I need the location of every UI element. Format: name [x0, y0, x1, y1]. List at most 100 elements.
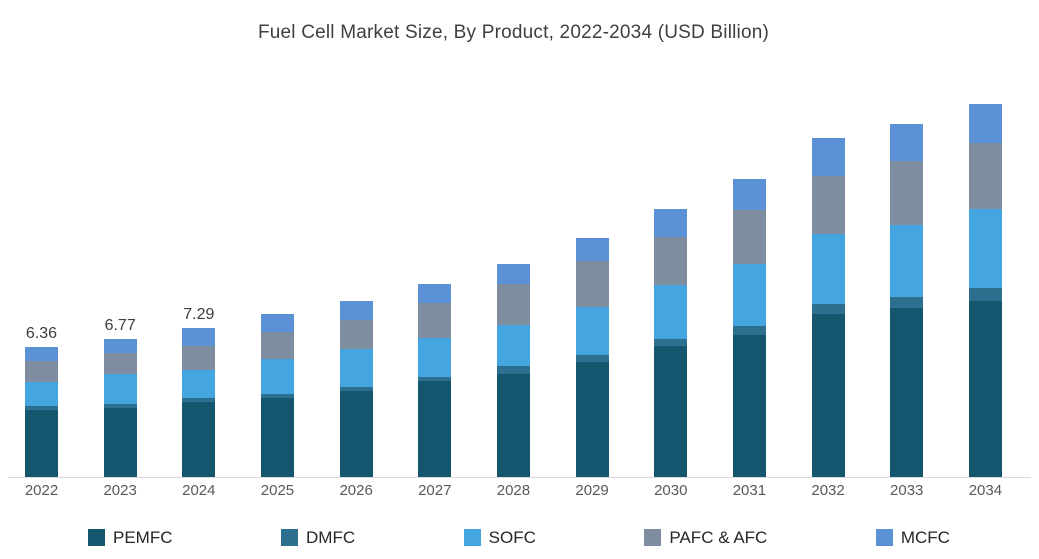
bar-segment-2030-pafc-afc — [654, 236, 688, 286]
bar-segment-2022-pemfc — [25, 409, 58, 477]
bar-segment-2032-pemfc — [811, 314, 845, 477]
legend-label-pemfc: PEMFC — [113, 528, 173, 547]
bar-segment-2025-dmfc — [260, 394, 294, 399]
x-tick-label-2022: 2022 — [24, 482, 59, 499]
bar-segment-2024-pafc-afc — [182, 345, 216, 371]
bar-segment-2032-mcfc — [811, 137, 845, 176]
bar-segment-2030-mcfc — [654, 208, 688, 237]
bar-segment-2033-pemfc — [890, 308, 924, 477]
bar-segment-2026-pafc-afc — [339, 320, 373, 350]
bar-total-label-2023: 6.77 — [104, 316, 136, 334]
bar-segment-2029-sofc — [575, 307, 609, 356]
bar-segment-2028-mcfc — [496, 263, 530, 285]
x-tick-label-2031: 2031 — [732, 482, 767, 499]
bar-segment-2029-mcfc — [575, 238, 609, 261]
bar-segment-2022-mcfc — [25, 346, 58, 361]
legend-label-sofc: SOFC — [488, 528, 536, 547]
bar-segment-2024-mcfc — [182, 327, 216, 346]
legend-item-sofc: SOFC — [463, 528, 536, 547]
bar-segment-2029-pemfc — [575, 362, 609, 477]
bar-segment-2027-sofc — [418, 338, 452, 378]
x-tick-label-2024: 2024 — [182, 482, 216, 499]
legend-item-pemfc: PEMFC — [88, 529, 173, 546]
chart-title: Fuel Cell Market Size, By Product, 2022-… — [257, 22, 770, 43]
bar-segment-2023-mcfc — [103, 338, 137, 353]
bar-group-2025 — [260, 314, 294, 477]
bar-group-2028 — [496, 263, 530, 477]
bar-segment-2026-dmfc — [339, 386, 373, 391]
x-tick-label-2029: 2029 — [575, 482, 609, 499]
bar-group-2030 — [654, 208, 688, 477]
x-tick-label-2028: 2028 — [496, 482, 531, 499]
bar-segment-2025-pafc-afc — [260, 331, 294, 360]
bar-segment-2027-mcfc — [418, 283, 452, 303]
bar-segment-2031-dmfc — [732, 326, 766, 336]
bar-group-2034 — [968, 103, 1002, 477]
legend-swatch-dmfc — [281, 529, 299, 546]
plot-area: 6.36 6.77 7.29 — [0, 60, 1039, 477]
bar-segment-2034-sofc — [968, 208, 1002, 288]
bar-segment-2028-pemfc — [496, 373, 530, 477]
legend-item-pafc-afc: PAFC & AFC — [644, 529, 767, 546]
bar-segment-2026-pemfc — [339, 390, 373, 477]
bar-group-2024: 7.29 — [182, 305, 216, 477]
bar-total-label-2024: 7.29 — [183, 305, 215, 323]
bar-segment-2029-pafc-afc — [575, 260, 609, 308]
bar-segment-2031-pafc-afc — [732, 210, 766, 264]
bar-segment-2032-dmfc — [811, 304, 845, 315]
bar-segment-2022-pafc-afc — [25, 360, 58, 382]
bar-segment-2028-pafc-afc — [496, 284, 530, 326]
x-tick-label-2023: 2023 — [103, 482, 137, 499]
bar-segment-2023-pafc-afc — [103, 352, 137, 374]
bar-group-2033 — [890, 123, 924, 477]
bar-group-2026 — [339, 301, 373, 477]
bar-segment-2030-pemfc — [654, 346, 688, 477]
bar-segment-2029-dmfc — [575, 355, 609, 363]
bar-segment-2022-sofc — [25, 381, 58, 406]
x-tick-label-2033: 2033 — [890, 482, 924, 499]
bar-segment-2023-dmfc — [103, 403, 137, 409]
bar-segment-2031-pemfc — [732, 335, 766, 477]
bar-segment-2024-pemfc — [182, 401, 216, 477]
chart-legend: PEMFC DMFC SOFC PAFC & AFC MCFC — [88, 529, 950, 546]
bar-segment-2032-sofc — [811, 233, 845, 305]
legend-swatch-pafc-afc — [644, 529, 662, 546]
bar-segment-2023-pemfc — [103, 408, 137, 477]
bar-segment-2033-sofc — [890, 224, 924, 298]
bar-segment-2034-mcfc — [968, 103, 1002, 143]
bar-segment-2023-sofc — [103, 373, 137, 404]
bar-segment-2031-sofc — [732, 263, 766, 327]
bar-total-label-2022: 6.36 — [25, 324, 58, 342]
bar-segment-2032-pafc-afc — [811, 175, 845, 234]
bar-segment-2028-dmfc — [496, 365, 530, 374]
bar-group-2032 — [811, 137, 845, 477]
legend-swatch-mcfc — [875, 529, 893, 546]
bar-segment-2022-dmfc — [25, 405, 58, 410]
bar-segment-2027-dmfc — [418, 377, 452, 382]
legend-label-pafc-afc: PAFC & AFC — [669, 528, 768, 547]
x-tick-label-2027: 2027 — [418, 482, 452, 499]
bar-segment-2027-pafc-afc — [418, 302, 452, 339]
legend-item-mcfc: MCFC — [875, 528, 950, 547]
bar-group-2031 — [732, 179, 766, 477]
x-tick-label-2025: 2025 — [260, 482, 295, 499]
legend-item-dmfc: DMFC — [281, 529, 355, 546]
bar-segment-2024-sofc — [182, 370, 216, 398]
x-tick-label-2026: 2026 — [339, 482, 373, 499]
legend-label-mcfc: MCFC — [900, 528, 950, 547]
bar-group-2022: 6.36 — [25, 324, 58, 477]
bar-segment-2030-dmfc — [654, 339, 688, 347]
bar-segment-2033-dmfc — [890, 297, 924, 309]
bar-group-2029 — [575, 238, 609, 477]
bar-segment-2028-sofc — [496, 325, 530, 366]
bar-segment-2024-dmfc — [182, 397, 216, 402]
legend-label-dmfc: DMFC — [306, 528, 356, 547]
bar-segment-2034-pafc-afc — [968, 142, 1002, 209]
x-axis-line — [8, 477, 1031, 478]
bar-segment-2030-sofc — [654, 285, 688, 340]
bar-segment-2033-mcfc — [890, 123, 924, 162]
x-tick-label-2030: 2030 — [654, 482, 688, 499]
bar-group-2023: 6.77 — [103, 316, 137, 477]
bar-group-2027 — [418, 283, 452, 477]
